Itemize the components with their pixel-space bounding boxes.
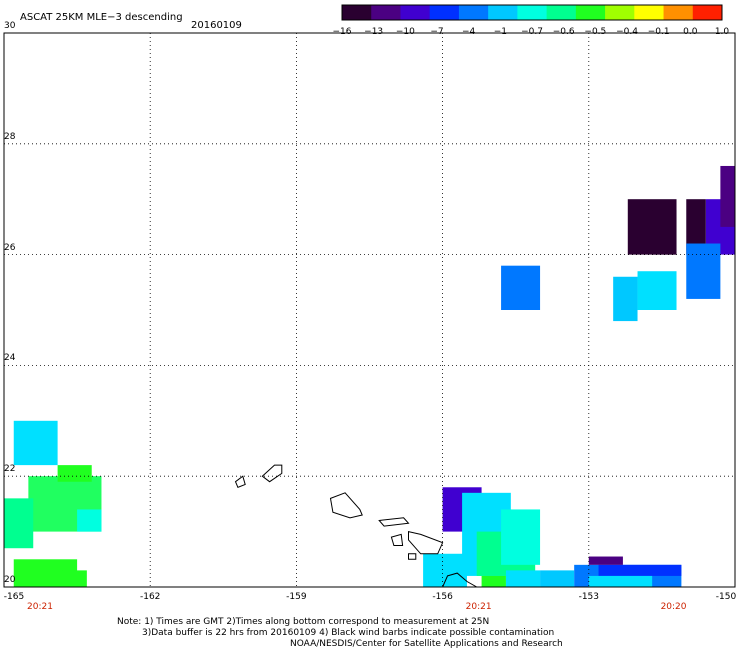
data-cell: [62, 570, 87, 587]
colorbar-frame: [341, 4, 723, 21]
colorbar-segment: [517, 5, 548, 20]
lon-label: -150: [715, 592, 737, 602]
colorbar-label: −16: [332, 27, 352, 37]
colorbar-label: −0.1: [647, 27, 670, 37]
data-cell: [540, 570, 575, 587]
data-cell: [637, 271, 677, 310]
chart-date: 20160109: [191, 20, 242, 31]
colorbar: [341, 4, 723, 21]
data-cell: [505, 570, 541, 587]
colorbar-label: 0.0: [683, 27, 698, 37]
colorbar-label: −0.4: [616, 27, 638, 37]
colorbar-label: −4: [462, 27, 476, 37]
note-line-3: NOAA/NESDIS/Center for Satellite Applica…: [290, 639, 563, 649]
lon-label: -159: [286, 592, 307, 602]
colorbar-segment: [546, 5, 577, 20]
colorbar-label: −1: [493, 27, 507, 37]
island-molokai: [378, 517, 410, 527]
colorbar-label: −13: [364, 27, 384, 37]
data-cell: [13, 420, 58, 466]
data-cell: [57, 465, 92, 482]
lat-label: 24: [4, 353, 16, 364]
note-line-1: Note: 1) Times are GMT 2)Times along bot…: [117, 617, 490, 627]
plot-frame: [3, 32, 736, 588]
time-label: 20:21: [465, 602, 492, 612]
data-cell: [77, 509, 102, 532]
island-hawaii: [441, 572, 479, 588]
island-maui: [408, 530, 444, 555]
data-cell: [501, 265, 541, 310]
data-cell: [588, 556, 623, 565]
lon-label: -153: [578, 592, 600, 602]
colorbar-segment: [634, 5, 665, 20]
colorbar-segment: [692, 5, 723, 20]
colorbar-label: −7: [430, 27, 444, 37]
lat-label: 20: [4, 575, 16, 585]
coastlines: [234, 464, 479, 588]
lat-label: 22: [4, 464, 16, 475]
data-cell: [613, 276, 638, 322]
data-cell: [481, 575, 506, 587]
lat-label: 28: [4, 131, 16, 142]
data-cell: [588, 575, 653, 587]
colorbar-segment: [575, 5, 606, 20]
time-label: 20:21: [27, 602, 53, 612]
lon-label: -162: [139, 592, 161, 602]
data-cell: [4, 498, 34, 549]
colorbar-segment: [605, 5, 635, 20]
note-line-2: 3)Data buffer is 22 hrs from 20160109 4)…: [142, 628, 555, 638]
colorbar-label: −10: [395, 27, 415, 37]
colorbar-segment: [429, 5, 460, 20]
time-label: 20:20: [660, 602, 687, 612]
colorbar-label: −0.7: [521, 27, 543, 37]
lat-label: 30: [4, 21, 16, 31]
island-niihau: [234, 475, 246, 488]
data-cells: [4, 165, 735, 587]
colorbar-segment: [371, 5, 401, 20]
island-oahu: [329, 492, 363, 519]
colorbar-label: 1.0: [714, 27, 730, 37]
colorbar-label: −0.6: [552, 27, 575, 37]
data-cell: [501, 509, 541, 565]
island-lanai: [390, 533, 404, 546]
colorbar-segment: [458, 5, 489, 20]
data-cell: [720, 165, 735, 227]
island-kahoolawe: [408, 553, 417, 560]
lon-label: -156: [432, 592, 453, 602]
data-cell: [598, 564, 682, 576]
colorbar-segment: [488, 5, 518, 20]
colorbar-segment: [663, 5, 694, 20]
data-cell: [686, 243, 721, 299]
colorbar-segment: [400, 5, 431, 20]
chart-title: ASCAT 25KM MLE−3 descending: [20, 12, 183, 23]
island-kauai: [261, 464, 283, 483]
data-cell: [652, 210, 677, 255]
colorbar-segment: [342, 5, 372, 20]
lon-label: -165: [3, 592, 25, 602]
colorbar-label: −0.5: [584, 27, 607, 37]
data-cell: [686, 199, 706, 255]
lat-label: 26: [4, 242, 16, 253]
